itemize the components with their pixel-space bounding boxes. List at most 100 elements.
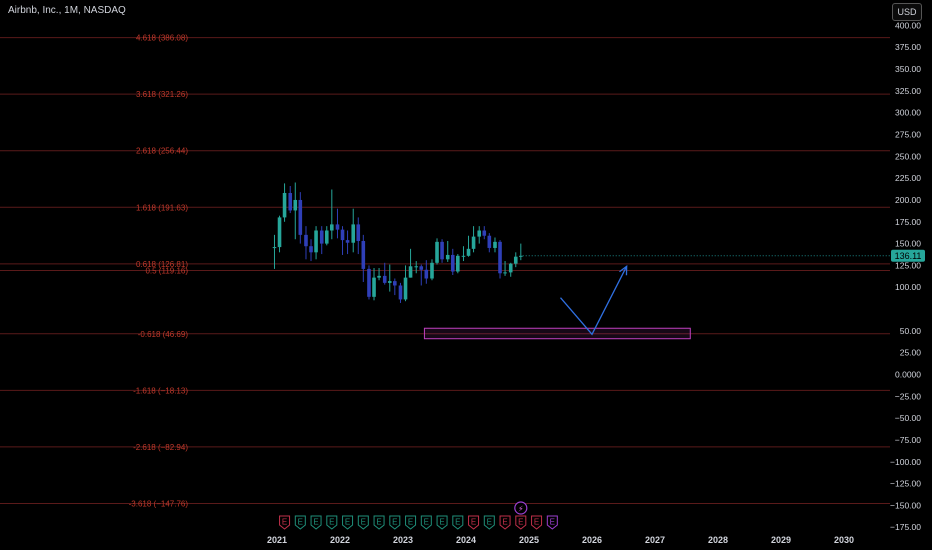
earnings-marker-icon: E [452, 515, 464, 530]
candlestick [419, 264, 424, 286]
candlestick [314, 226, 318, 260]
candlestick [477, 226, 482, 244]
candlestick [345, 230, 350, 255]
x-axis-tick-label: 2025 [519, 535, 539, 545]
fib-level-label: 2.618 (256.44) [136, 147, 188, 156]
candlestick [293, 182, 298, 240]
candle-body [450, 254, 455, 272]
fib-level-label: -2.618 (−82.94) [133, 443, 188, 452]
earnings-marker-icon: E [531, 515, 543, 530]
fib-level-label: 0.618 (126.81) [136, 260, 188, 269]
candle-body [345, 240, 350, 243]
earnings-marker-label: E [282, 518, 287, 527]
candle-body [314, 230, 318, 253]
candlestick [335, 208, 340, 239]
candlestick [519, 243, 523, 261]
earnings-marker-icon: E [294, 515, 306, 530]
candle-body [498, 241, 502, 274]
candle-body [356, 224, 361, 241]
candlestick [393, 278, 397, 296]
y-axis-tick-label: −100.00 [890, 457, 921, 467]
candle-body [393, 281, 397, 286]
earnings-marker-label: E [550, 518, 555, 527]
x-axis-tick-label: 2030 [834, 535, 854, 545]
earnings-marker-icon: E [310, 515, 322, 530]
y-axis-tick-label: 175.00 [895, 217, 921, 227]
earnings-marker-label: E [439, 518, 444, 527]
candle-body [419, 266, 424, 270]
y-axis-tick-label: −50.00 [895, 413, 922, 423]
candle-body [440, 241, 444, 260]
candlestick [340, 226, 345, 255]
x-axis-tick-label: 2028 [708, 535, 728, 545]
y-axis-tick-label: −75.00 [895, 435, 922, 445]
y-axis-tick-label: 275.00 [895, 130, 921, 140]
candlestick [304, 226, 308, 260]
candlestick [330, 189, 334, 240]
y-axis-tick-label: 375.00 [895, 42, 921, 52]
support-zone-rectangle [423, 327, 691, 340]
candlestick [482, 226, 487, 240]
earnings-marker-icon: E [342, 515, 354, 530]
earnings-marker-icon: E [326, 515, 338, 530]
x-axis-tick-label: 2029 [771, 535, 791, 545]
candlestick [408, 248, 413, 278]
earnings-marker-label: E [518, 518, 523, 527]
candlestick [382, 262, 387, 285]
x-axis-tick-label: 2023 [393, 535, 413, 545]
candle-body [482, 230, 487, 236]
candlestick [288, 185, 293, 214]
candle-body [503, 272, 507, 274]
y-axis-tick-label: −175.00 [890, 522, 921, 532]
candle-body [361, 240, 366, 269]
y-axis-tick-label: −125.00 [890, 479, 921, 489]
candle-body [487, 235, 492, 248]
y-axis-tick-label: 350.00 [895, 64, 921, 74]
candlestick [298, 192, 303, 244]
candle-body [435, 241, 439, 263]
candlestick [272, 234, 277, 269]
fib-level-label: 1.618 (191.63) [136, 203, 188, 212]
earnings-marker-icon: E [405, 515, 417, 530]
earnings-marker-icon: E [436, 515, 448, 530]
projection-path [560, 265, 628, 336]
earnings-marker-label: E [455, 518, 460, 527]
x-axis-tick-label: 2026 [582, 535, 602, 545]
candle-body [298, 199, 303, 235]
earnings-marker-label: E [502, 518, 507, 527]
y-axis-tick-label: 150.00 [895, 239, 921, 249]
earnings-marker-label: E [298, 518, 303, 527]
lightning-icon-glyph: ⚡ [518, 505, 524, 514]
y-axis-tick-label: 0.0000 [895, 370, 921, 380]
y-axis-tick-label: 200.00 [895, 195, 921, 205]
y-axis-tick-label: 25.00 [900, 348, 922, 358]
candle-body [330, 224, 334, 231]
currency-button[interactable]: USD [892, 3, 922, 21]
candle-body [340, 229, 345, 241]
earnings-marker-icon: E [483, 515, 495, 530]
candlestick [471, 226, 476, 253]
candle-body [372, 277, 376, 297]
earnings-marker-label: E [361, 518, 366, 527]
earnings-marker-label: E [471, 518, 476, 527]
candle-body [277, 217, 282, 248]
candle-body [408, 266, 413, 278]
candlestick [450, 248, 455, 276]
candle-body [309, 246, 313, 253]
candlestick [372, 268, 376, 301]
candle-body [461, 255, 466, 257]
y-axis-tick-label: 50.00 [900, 326, 922, 336]
earnings-marker-icon: E [357, 515, 369, 530]
lightning-icon [514, 501, 528, 515]
earnings-marker-icon: E [546, 515, 558, 530]
x-axis-tick-label: 2027 [645, 535, 665, 545]
candlestick [319, 226, 324, 255]
earnings-marker-icon: E [389, 515, 401, 530]
y-axis-tick-label: −25.00 [895, 391, 922, 401]
candlestick [424, 260, 429, 284]
candlestick [403, 265, 408, 302]
candlestick [414, 261, 419, 274]
candlestick [361, 234, 366, 282]
candlestick [398, 282, 403, 303]
